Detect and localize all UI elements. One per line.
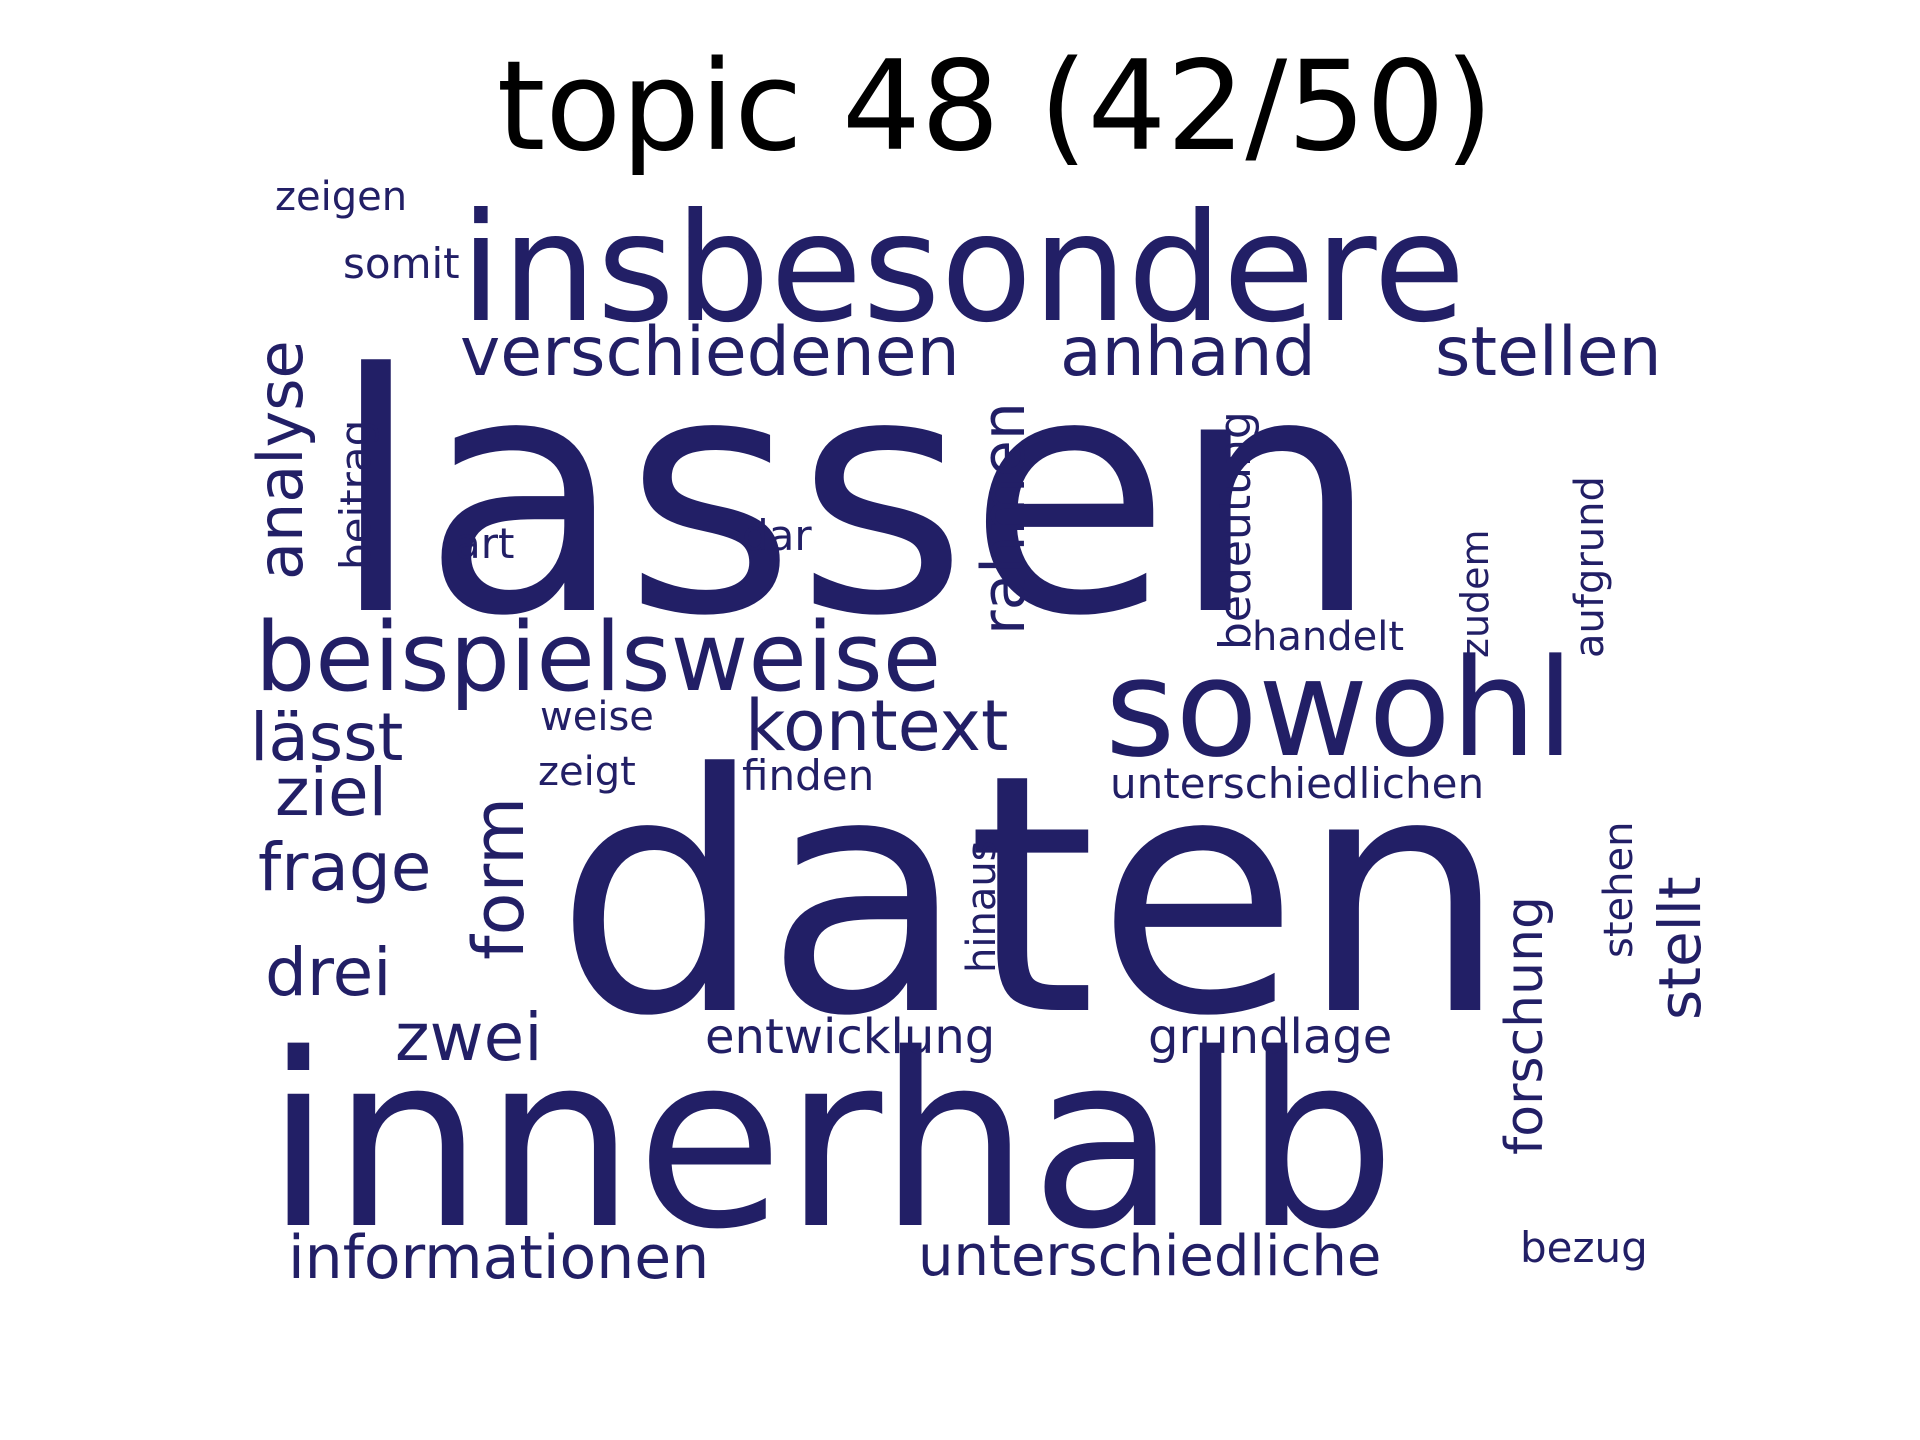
word-unterschiedliche: unterschiedliche — [918, 1224, 1381, 1289]
word-drei: drei — [265, 934, 392, 1011]
word-insbesondere: insbesondere — [460, 182, 1466, 356]
word-finden: finden — [742, 751, 874, 800]
word-weise: weise — [540, 694, 654, 740]
word-anhand: anhand — [1060, 313, 1316, 392]
word-daten: daten — [555, 704, 1508, 1088]
word-unterschiedlichen: unterschiedlichen — [1110, 759, 1484, 808]
word-analyse: analyse — [244, 340, 317, 580]
word-bedeutung: bedeutung — [1210, 411, 1261, 650]
chart-title: topic 48 (42/50) — [496, 35, 1494, 179]
word-zudem: zudem — [1453, 529, 1497, 658]
word-beitrag: beitrag — [331, 420, 380, 570]
word-form: form — [458, 797, 540, 960]
word-entwicklung: entwicklung — [705, 1009, 995, 1065]
word-laesst: lässt — [250, 699, 403, 776]
word-innerhalb: innerhalb — [265, 1002, 1396, 1282]
word-somit: somit — [343, 239, 460, 288]
word-frage: frage — [258, 829, 431, 906]
word-sowohl: sowohl — [1105, 630, 1574, 787]
word-zeigen: zeigen — [275, 174, 407, 220]
word-informationen: informationen — [288, 1223, 709, 1293]
word-zeigt: zeigt — [538, 749, 636, 795]
word-ziel: ziel — [275, 754, 387, 831]
word-verschiedenen: verschiedenen — [460, 313, 960, 392]
word-rahmen: rahmen — [969, 402, 1039, 635]
word-aufgrund: aufgrund — [1567, 476, 1613, 658]
word-bezug: bezug — [1520, 1223, 1648, 1272]
word-stellen: stellen — [1435, 313, 1662, 392]
word-zwei: zwei — [395, 999, 543, 1076]
word-forschung: forschung — [1495, 896, 1555, 1155]
word-handelt: handelt — [1252, 614, 1404, 660]
word-beispielsweise: beispielsweise — [255, 603, 941, 713]
word-stellt: stellt — [1646, 876, 1714, 1020]
word-lassen: lassen — [330, 304, 1380, 688]
word-stehen: stehen — [1596, 822, 1642, 958]
word-art: art — [455, 519, 514, 568]
word-kontext: kontext — [745, 685, 1008, 767]
word-grundlage: grundlage — [1148, 1009, 1392, 1065]
word-dar: dar — [742, 511, 812, 560]
word-hinaus: hinaus — [959, 840, 1005, 973]
